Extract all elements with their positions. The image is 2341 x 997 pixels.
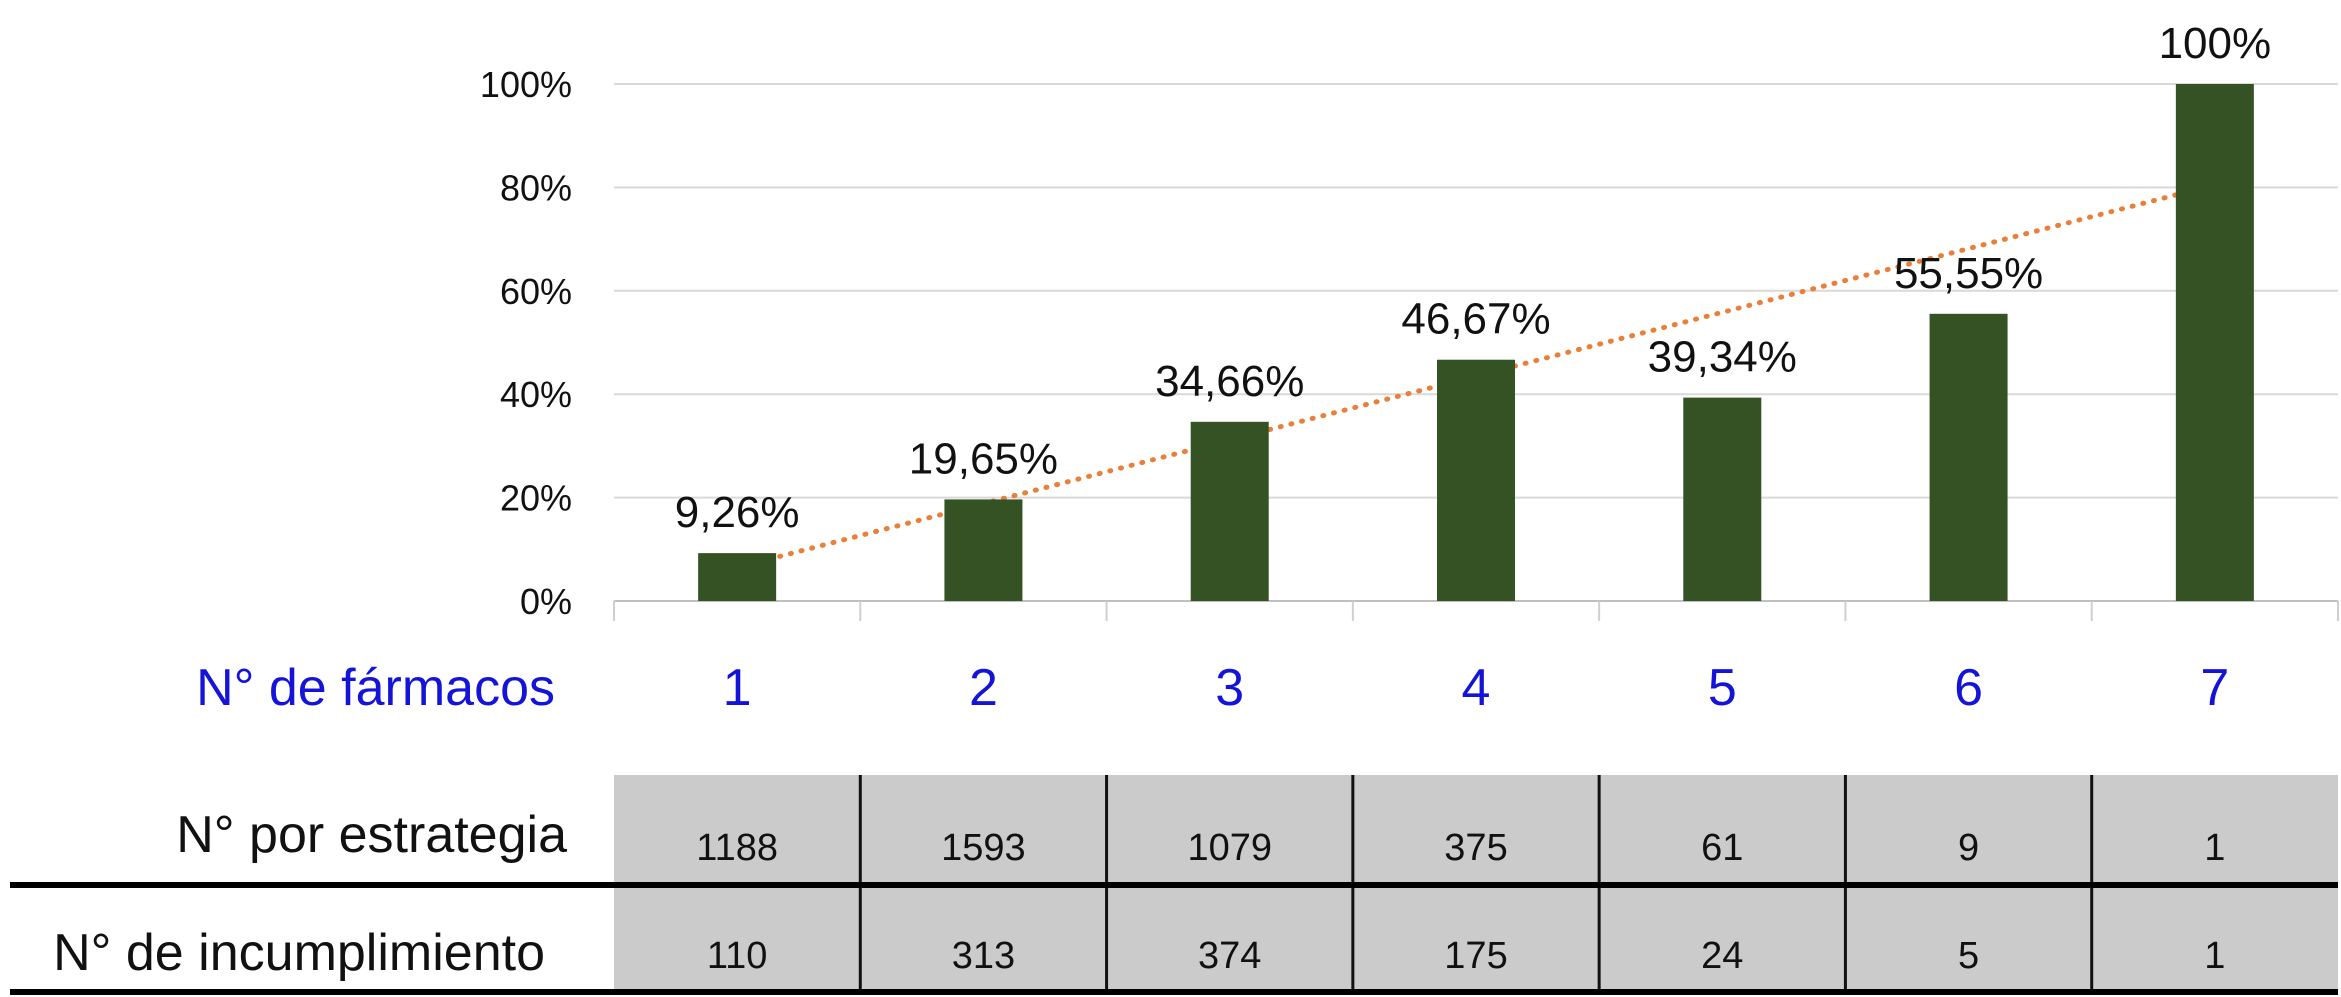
x-category-label: 4 <box>1462 659 1491 717</box>
y-tick-label: 40% <box>500 374 572 415</box>
x-category-label: 2 <box>969 659 998 717</box>
table-row-label: N° de incumplimiento <box>53 924 545 982</box>
x-axis-title: N° de fármacos <box>196 659 555 717</box>
data-label: 46,67% <box>1401 295 1550 344</box>
table-cell: 110 <box>707 935 768 977</box>
table-cell: 5 <box>1958 935 1979 977</box>
table-cell: 1 <box>2204 827 2225 869</box>
bar <box>944 499 1023 601</box>
data-label: 39,34% <box>1648 333 1797 382</box>
table-cell: 61 <box>1701 827 1743 869</box>
x-category-label: 7 <box>2200 659 2229 717</box>
bar <box>698 553 777 601</box>
y-axis-ticks: 0% 20% 40% 60% 80% 100% <box>480 64 572 622</box>
table-cell: 375 <box>1444 827 1507 869</box>
y-tick-label: 100% <box>480 64 572 105</box>
bar <box>1929 313 2008 601</box>
bars <box>698 84 2254 601</box>
table-cell: 1593 <box>941 827 1026 869</box>
x-category-label: 5 <box>1708 659 1737 717</box>
x-axis: N° de fármacos 1 2 3 4 5 6 7 <box>196 659 2229 717</box>
y-tick-label: 80% <box>500 167 572 208</box>
table-cell: 24 <box>1701 935 1743 977</box>
data-label: 19,65% <box>909 434 1058 483</box>
bar <box>2175 84 2254 601</box>
table-cell: 374 <box>1198 935 1261 977</box>
data-table: N° por estrategia 1188 1593 1079 375 61 9 1 N° d… <box>10 775 2338 995</box>
y-tick-label: 60% <box>500 271 572 312</box>
data-labels: 9,26% 19,65% 34,66% 46,67% 39,34% 55,55% 100% <box>675 19 2271 537</box>
table-cell: 313 <box>952 935 1015 977</box>
y-tick-label: 0% <box>520 581 572 622</box>
table-row-label: N° por estrategia <box>176 806 567 864</box>
x-category-label: 6 <box>1954 659 1983 717</box>
table-cell: 175 <box>1444 935 1507 977</box>
x-category-label: 3 <box>1215 659 1244 717</box>
data-label: 100% <box>2159 19 2272 68</box>
data-label: 34,66% <box>1155 357 1304 406</box>
y-tick-label: 20% <box>500 478 572 519</box>
bar <box>1190 421 1269 601</box>
table-cell: 1188 <box>696 827 778 869</box>
data-label: 9,26% <box>675 488 800 537</box>
data-label: 55,55% <box>1894 249 2043 298</box>
table-cell: 1079 <box>1187 827 1272 869</box>
table-cell: 1 <box>2204 935 2225 977</box>
bar <box>1683 397 1762 601</box>
bar <box>1437 359 1515 601</box>
table-cell: 9 <box>1958 827 1979 869</box>
x-category-label: 1 <box>723 659 752 717</box>
